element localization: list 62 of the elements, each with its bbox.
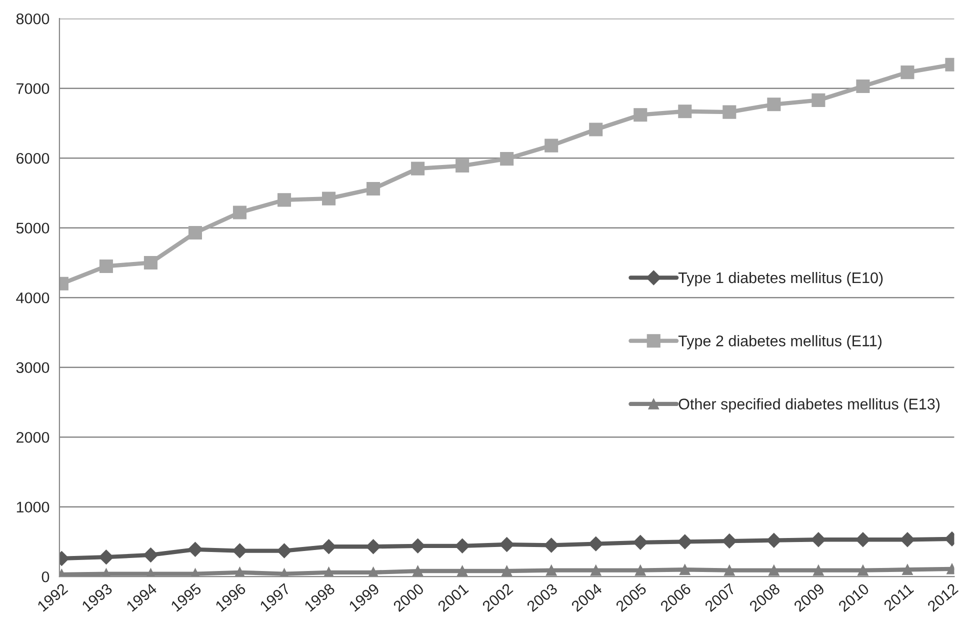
y-tick-label: 5000 — [16, 222, 50, 234]
legend-label: Other specified diabetes mellitus (E13) — [678, 398, 940, 412]
point — [588, 536, 604, 552]
y-tick-label: 2000 — [16, 432, 50, 443]
point — [634, 108, 648, 122]
point — [724, 564, 735, 576]
point — [232, 206, 247, 220]
point — [276, 543, 292, 558]
point — [812, 93, 826, 107]
point — [232, 543, 248, 558]
y-tick-label: 4000 — [16, 292, 50, 304]
point — [544, 538, 559, 553]
point — [589, 122, 603, 136]
y-tick-label: 3000 — [16, 362, 50, 374]
point — [366, 539, 381, 554]
point — [767, 98, 781, 112]
point — [722, 534, 737, 548]
point — [188, 542, 203, 557]
point — [902, 564, 913, 576]
point — [858, 564, 868, 576]
legend-label: Type 2 diabetes mellitus (E11) — [678, 335, 882, 350]
point — [634, 564, 646, 576]
point — [144, 256, 158, 270]
point — [768, 564, 780, 576]
point — [632, 535, 648, 550]
point — [456, 566, 468, 576]
point — [680, 564, 690, 576]
point — [900, 66, 914, 80]
point — [410, 538, 426, 554]
point — [188, 226, 202, 240]
legend-label: Type 1 diabetes mellitus (E10) — [678, 272, 883, 286]
y-tick-label: 7000 — [16, 83, 50, 94]
point — [454, 538, 470, 554]
point — [900, 532, 915, 548]
point — [321, 539, 336, 554]
point — [98, 550, 114, 564]
point — [456, 159, 470, 173]
point — [99, 259, 113, 273]
point — [677, 534, 692, 550]
point — [856, 79, 870, 94]
point — [811, 532, 826, 548]
point — [411, 162, 425, 176]
point — [143, 548, 158, 562]
point — [277, 193, 292, 207]
y-tick-label: 0 — [42, 571, 50, 582]
point — [678, 104, 692, 118]
y-tick-label: 6000 — [16, 152, 50, 164]
y-tick-label: 8000 — [16, 13, 50, 24]
point — [500, 152, 514, 166]
point — [856, 532, 870, 548]
point — [722, 105, 736, 119]
point — [499, 537, 514, 552]
point — [590, 564, 602, 576]
y-tick-label: 1000 — [16, 502, 50, 513]
point — [544, 138, 558, 152]
point — [766, 532, 782, 548]
point — [322, 192, 336, 206]
point — [813, 564, 824, 576]
point — [546, 564, 557, 576]
point — [412, 566, 424, 576]
point — [366, 182, 380, 196]
point — [501, 566, 512, 576]
